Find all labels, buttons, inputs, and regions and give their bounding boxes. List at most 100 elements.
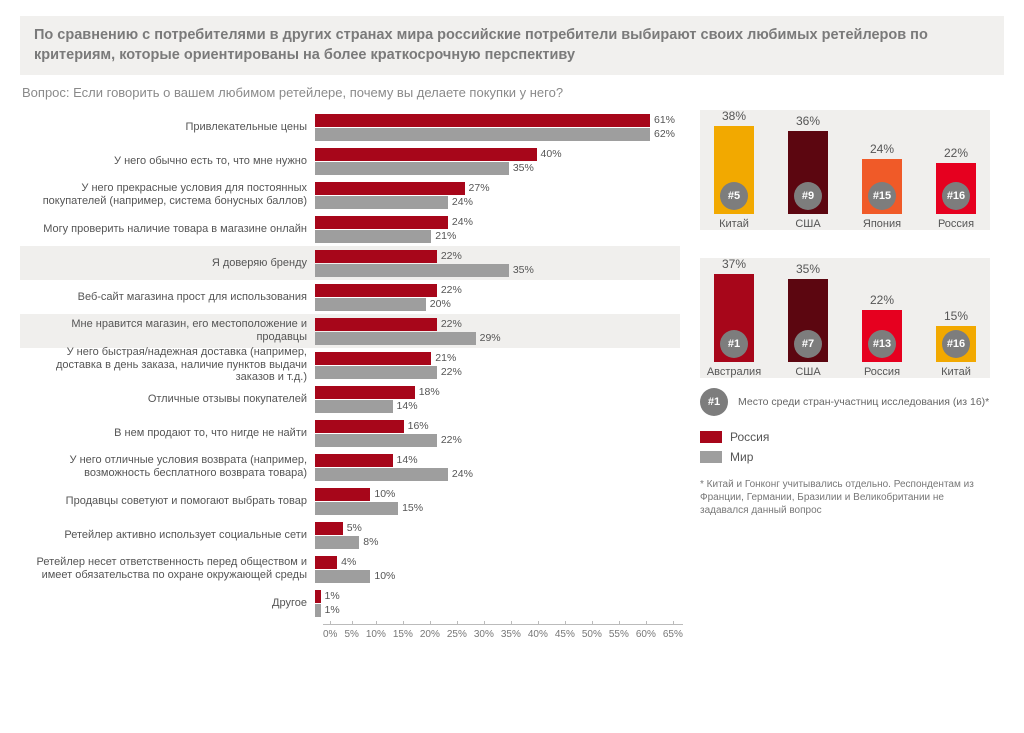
mini-bar-item: 15% #16 Китай bbox=[928, 309, 984, 378]
bar-segment-russia bbox=[315, 454, 393, 467]
mini-bar-item: 35% #7 США bbox=[780, 262, 836, 378]
bar-segment-world bbox=[315, 196, 448, 209]
bar-value: 40% bbox=[541, 148, 562, 160]
bar-segment-russia bbox=[315, 114, 650, 127]
bar-row: Ретейлер активно использует социальные с… bbox=[20, 518, 680, 552]
bar-label: У него быстрая/надежная доставка (наприм… bbox=[20, 346, 315, 384]
bar-track: 22%20% bbox=[315, 280, 675, 314]
bar-track: 40% 35% bbox=[315, 144, 675, 178]
rank-badge-icon: #5 bbox=[720, 182, 748, 210]
mini-bar-pct: 35% bbox=[796, 262, 820, 276]
mini-bar-country: Россия bbox=[864, 366, 900, 378]
bar-segment-world bbox=[315, 332, 476, 345]
mini-bar: #16 bbox=[936, 326, 976, 362]
bar-row: У него отличные условия возврата (наприм… bbox=[20, 450, 680, 484]
bar-row: У него обычно есть то, что мне нужно40%3… bbox=[20, 144, 680, 178]
mini-bar: #9 bbox=[788, 131, 828, 214]
axis-tick: 45% bbox=[555, 629, 575, 640]
rank-badge-icon: #1 bbox=[700, 388, 728, 416]
bar-value: 24% bbox=[452, 216, 473, 228]
mini-bar-item: 24% #15 Япония bbox=[854, 142, 910, 231]
mini-bar-country: Япония bbox=[863, 218, 901, 230]
bar-segment-russia bbox=[315, 182, 465, 195]
mini-bar-country: Австралия bbox=[707, 366, 761, 378]
bar-track: 4% 10% bbox=[315, 552, 675, 586]
rank-legend-text: Место среди стран-участниц исследования … bbox=[738, 396, 989, 409]
bar-value: 20% bbox=[430, 298, 451, 310]
axis-tick: 25% bbox=[447, 629, 467, 640]
mini-bar-country: Китай bbox=[941, 366, 971, 378]
bar-label: Я доверяю бренду bbox=[20, 257, 315, 270]
bar-segment-russia bbox=[315, 250, 437, 263]
mini-bar: #15 bbox=[862, 159, 902, 215]
bar-value: 22% bbox=[441, 284, 462, 296]
bar-segment-russia bbox=[315, 216, 448, 229]
mini-bar-pct: 15% bbox=[944, 309, 968, 323]
bar-value: 22% bbox=[441, 318, 462, 330]
bar-row: У него быстрая/надежная доставка (наприм… bbox=[20, 348, 680, 382]
bar-track: 16%22% bbox=[315, 416, 675, 450]
bar-segment-world bbox=[315, 570, 370, 583]
bar-value: 22% bbox=[441, 250, 462, 262]
legend-label: Мир bbox=[730, 450, 753, 464]
mini-bar-country: Россия bbox=[938, 218, 974, 230]
bar-value: 1% bbox=[325, 590, 340, 602]
bar-value: 8% bbox=[363, 536, 378, 548]
legend-row: Россия bbox=[700, 430, 990, 444]
bar-value: 10% bbox=[374, 570, 395, 582]
bar-segment-world bbox=[315, 162, 509, 175]
bar-value: 21% bbox=[435, 352, 456, 364]
bar-segment-world bbox=[315, 128, 650, 141]
bar-segment-russia bbox=[315, 488, 370, 501]
mini-bar-pct: 36% bbox=[796, 114, 820, 128]
mini-bar: #1 bbox=[714, 274, 754, 362]
mini-chart-store-like: 37%#1Австралия35%#7США22%#13Россия15%#16… bbox=[700, 258, 990, 378]
page-title: По сравнению с потребителями в других ст… bbox=[34, 26, 990, 65]
mini-bar-country: США bbox=[795, 366, 820, 378]
axis-tick: 65% bbox=[663, 629, 683, 640]
bar-segment-russia bbox=[315, 318, 437, 331]
bar-value: 21% bbox=[435, 230, 456, 242]
bar-value: 1% bbox=[325, 604, 340, 616]
bar-chart: Привлекательные цены61%62%У него обычно … bbox=[20, 110, 680, 640]
rank-badge-icon: #9 bbox=[794, 182, 822, 210]
bar-segment-russia bbox=[315, 590, 321, 603]
bar-value: 14% bbox=[397, 454, 418, 466]
bar-track: 22%35% bbox=[315, 246, 675, 280]
bar-segment-world bbox=[315, 536, 359, 549]
rank-badge-icon: #1 bbox=[720, 330, 748, 358]
bar-value: 4% bbox=[341, 556, 356, 568]
rank-badge-icon: #16 bbox=[942, 182, 970, 210]
bar-segment-world bbox=[315, 264, 509, 277]
bar-row: Веб-сайт магазина прост для использовани… bbox=[20, 280, 680, 314]
bar-track: 14%24% bbox=[315, 450, 675, 484]
bar-track: 61%62% bbox=[315, 110, 675, 144]
mini-bar-country: Китай bbox=[719, 218, 749, 230]
bar-row: Другое1%1% bbox=[20, 586, 680, 620]
mini-bar: #7 bbox=[788, 279, 828, 362]
x-axis: 0%5%10%15%20%25%30%35%40%45%50%55%60%65% bbox=[323, 624, 683, 640]
legend-swatch bbox=[700, 431, 722, 443]
side-column: 38%#5Китай36%#9США24%#15Япония22%#16Росс… bbox=[700, 110, 990, 640]
bar-label: Веб-сайт магазина прост для использовани… bbox=[20, 291, 315, 304]
mini-bar-pct: 37% bbox=[722, 257, 746, 271]
bar-track: 24%21% bbox=[315, 212, 675, 246]
rank-badge-icon: #13 bbox=[868, 330, 896, 358]
bar-row: Ретейлер несет ответственность перед общ… bbox=[20, 552, 680, 586]
mini-bar-pct: 22% bbox=[944, 146, 968, 160]
bar-label: Могу проверить наличие товара в магазине… bbox=[20, 223, 315, 236]
main-area: Привлекательные цены61%62%У него обычно … bbox=[20, 110, 1004, 640]
bar-value: 62% bbox=[654, 128, 675, 140]
mini-bar-pct: 24% bbox=[870, 142, 894, 156]
bar-row: У него прекрасные условия для постоянных… bbox=[20, 178, 680, 212]
mini-bar: #5 bbox=[714, 126, 754, 214]
legend-label: Россия bbox=[730, 430, 769, 444]
rank-badge-icon: #15 bbox=[868, 182, 896, 210]
title-band: По сравнению с потребителями в других ст… bbox=[20, 16, 1004, 75]
bar-value: 18% bbox=[419, 386, 440, 398]
bar-value: 22% bbox=[441, 366, 462, 378]
bar-label: Ретейлер несет ответственность перед общ… bbox=[20, 556, 315, 581]
bar-value: 35% bbox=[513, 162, 534, 174]
bar-label: У него отличные условия возврата (наприм… bbox=[20, 454, 315, 479]
bar-value: 10% bbox=[374, 488, 395, 500]
